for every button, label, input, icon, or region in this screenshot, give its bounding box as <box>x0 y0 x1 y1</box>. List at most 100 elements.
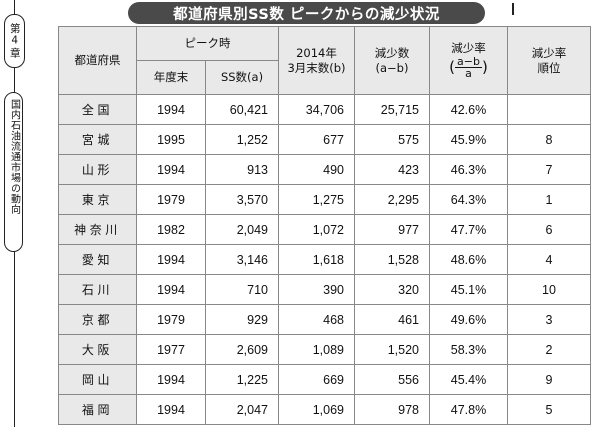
cell-rank: 2 <box>507 334 591 365</box>
header-2014: 2014年 3月末数(b) <box>278 26 355 95</box>
cell-rate: 42.6% <box>429 94 508 125</box>
cell-2014-count: 1,089 <box>278 334 355 365</box>
cell-peak-ss: 2,047 <box>205 394 279 425</box>
cell-rank: 7 <box>507 154 591 185</box>
cell-peak-year: 1994 <box>136 94 206 125</box>
cell-rate: 46.3% <box>429 154 508 185</box>
cell-rate: 48.6% <box>429 244 508 275</box>
cell-prefecture: 神奈川 <box>58 214 137 245</box>
chapter-label: 第4章 <box>8 23 21 59</box>
cell-peak-ss: 913 <box>205 154 279 185</box>
section-tab: 国内石油流通市場の動向 <box>4 92 23 252</box>
cell-rank: 6 <box>507 214 591 245</box>
header-2014-line2: 3月末数(b) <box>287 60 346 75</box>
cell-2014-count: 468 <box>278 304 355 335</box>
cell-prefecture: 大阪 <box>58 334 137 365</box>
cell-rank: 8 <box>507 124 591 155</box>
header-decrease-line2: (a−b) <box>375 60 409 75</box>
cell-peak-ss: 1,252 <box>205 124 279 155</box>
header-decrease-line1: 減少数 <box>374 46 410 61</box>
cell-prefecture: 東京 <box>58 184 137 215</box>
cell-2014-count: 677 <box>278 124 355 155</box>
cell-prefecture: 京都 <box>58 304 137 335</box>
table-row: 愛知 1994 3,146 1,618 1,528 48.6% 4 <box>58 244 591 275</box>
cell-2014-count: 1,275 <box>278 184 355 215</box>
cell-peak-year: 1994 <box>136 154 206 185</box>
cell-peak-year: 1994 <box>136 394 206 425</box>
cell-decrease: 2,295 <box>354 184 430 215</box>
cell-rate: 45.1% <box>429 274 508 305</box>
cell-rank: 1 <box>507 184 591 215</box>
header-rank-line2: 順位 <box>537 60 561 75</box>
page-title: 都道府県別SS数 ピークからの減少状況 <box>128 2 485 24</box>
cell-rate: 45.9% <box>429 124 508 155</box>
cell-peak-year: 1994 <box>136 364 206 395</box>
cell-peak-ss: 60,421 <box>205 94 279 125</box>
cell-decrease: 423 <box>354 154 430 185</box>
cell-2014-count: 1,069 <box>278 394 355 425</box>
cell-peak-year: 1994 <box>136 244 206 275</box>
cell-rate: 47.8% <box>429 394 508 425</box>
table-row: 石川 1994 710 390 320 45.1% 10 <box>58 274 591 305</box>
cell-decrease: 977 <box>354 214 430 245</box>
cell-2014-count: 390 <box>278 274 355 305</box>
table-row: 京都 1979 929 468 461 49.6% 3 <box>58 304 591 335</box>
cell-peak-ss: 2,049 <box>205 214 279 245</box>
cell-rank: 5 <box>507 394 591 425</box>
table-row: 神奈川 1982 2,049 1,072 977 47.7% 6 <box>58 214 591 245</box>
table-row: 福岡 1994 2,047 1,069 978 47.8% 5 <box>58 394 591 425</box>
cell-peak-ss: 3,146 <box>205 244 279 275</box>
cell-decrease: 556 <box>354 364 430 395</box>
cell-decrease: 461 <box>354 304 430 335</box>
cell-peak-year: 1979 <box>136 184 206 215</box>
cell-rank: 4 <box>507 244 591 275</box>
header-peak: ピーク時 <box>136 26 279 61</box>
table-row: 全国 1994 60,421 34,706 25,715 42.6% <box>58 94 591 125</box>
cell-decrease: 1,528 <box>354 244 430 275</box>
cell-2014-count: 669 <box>278 364 355 395</box>
cell-peak-ss: 929 <box>205 304 279 335</box>
header-rank-line1: 減少率 <box>531 46 567 61</box>
cell-rank <box>507 94 591 125</box>
header-rate: 減少率 (a−b a) <box>429 26 508 95</box>
cell-rate: 58.3% <box>429 334 508 365</box>
section-label: 国内石油流通市場の動向 <box>8 99 20 215</box>
header-rate-label: 減少率 <box>451 41 486 56</box>
cell-prefecture: 全国 <box>58 94 137 125</box>
cell-rate: 45.4% <box>429 364 508 395</box>
cell-peak-year: 1982 <box>136 214 206 245</box>
cell-prefecture: 宮城 <box>58 124 137 155</box>
title-marker <box>512 3 514 15</box>
table-row: 山形 1994 913 490 423 46.3% 7 <box>58 154 591 185</box>
cell-rate: 47.7% <box>429 214 508 245</box>
rate-denominator: a <box>465 67 472 81</box>
cell-peak-year: 1977 <box>136 334 206 365</box>
rate-numerator: a−b <box>455 54 482 69</box>
cell-peak-ss: 2,609 <box>205 334 279 365</box>
table-row: 東京 1979 3,570 1,275 2,295 64.3% 1 <box>58 184 591 215</box>
cell-decrease: 25,715 <box>354 94 430 125</box>
cell-rate: 49.6% <box>429 304 508 335</box>
cell-prefecture: 山形 <box>58 154 137 185</box>
table-row: 大阪 1977 2,609 1,089 1,520 58.3% 2 <box>58 334 591 365</box>
cell-prefecture: 福岡 <box>58 394 137 425</box>
cell-prefecture: 愛知 <box>58 244 137 275</box>
cell-decrease: 1,520 <box>354 334 430 365</box>
header-rate-formula: (a−b a) <box>449 54 488 81</box>
table-row: 岡山 1994 1,225 669 556 45.4% 9 <box>58 364 591 395</box>
chapter-tab: 第4章 <box>4 14 25 68</box>
cell-peak-year: 1994 <box>136 274 206 305</box>
cell-2014-count: 1,618 <box>278 244 355 275</box>
cell-rate: 64.3% <box>429 184 508 215</box>
cell-peak-ss: 1,225 <box>205 364 279 395</box>
cell-rank: 10 <box>507 274 591 305</box>
header-rank: 減少率 順位 <box>507 26 591 95</box>
cell-prefecture: 岡山 <box>58 364 137 395</box>
cell-rank: 3 <box>507 304 591 335</box>
header-2014-line1: 2014年 <box>296 46 337 61</box>
cell-peak-ss: 710 <box>205 274 279 305</box>
cell-2014-count: 490 <box>278 154 355 185</box>
table-row: 宮城 1995 1,252 677 575 45.9% 8 <box>58 124 591 155</box>
cell-2014-count: 1,072 <box>278 214 355 245</box>
header-peak-ss: SS数(a) <box>205 60 279 95</box>
